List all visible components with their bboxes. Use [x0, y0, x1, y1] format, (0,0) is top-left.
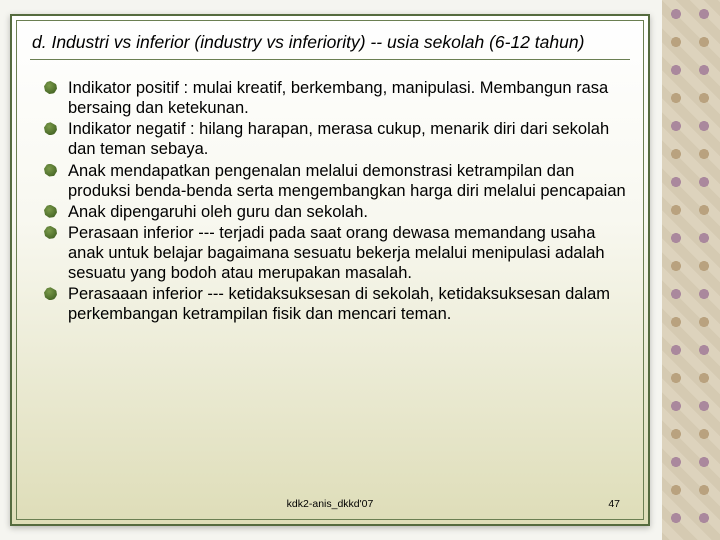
list-item: Anak mendapatkan pengenalan melalui demo…	[50, 161, 630, 201]
slide-container: d. Industri vs inferior (industry vs inf…	[10, 14, 650, 526]
list-item: Perasaaan inferior --- ketidaksuksesan d…	[50, 284, 630, 324]
list-item: Perasaan inferior --- terjadi pada saat …	[50, 223, 630, 283]
footer-center-text: kdk2-anis_dkkd'07	[287, 498, 374, 510]
decorative-pattern-strip	[662, 0, 720, 540]
page-number: 47	[608, 498, 620, 510]
slide-footer: kdk2-anis_dkkd'07 47	[12, 498, 648, 510]
list-item: Indikator negatif : hilang harapan, mera…	[50, 119, 630, 159]
list-item: Anak dipengaruhi oleh guru dan sekolah.	[50, 202, 630, 222]
list-item: Indikator positif : mulai kreatif, berke…	[50, 78, 630, 118]
slide-title: d. Industri vs inferior (industry vs inf…	[30, 32, 630, 60]
bullet-list: Indikator positif : mulai kreatif, berke…	[30, 78, 630, 325]
